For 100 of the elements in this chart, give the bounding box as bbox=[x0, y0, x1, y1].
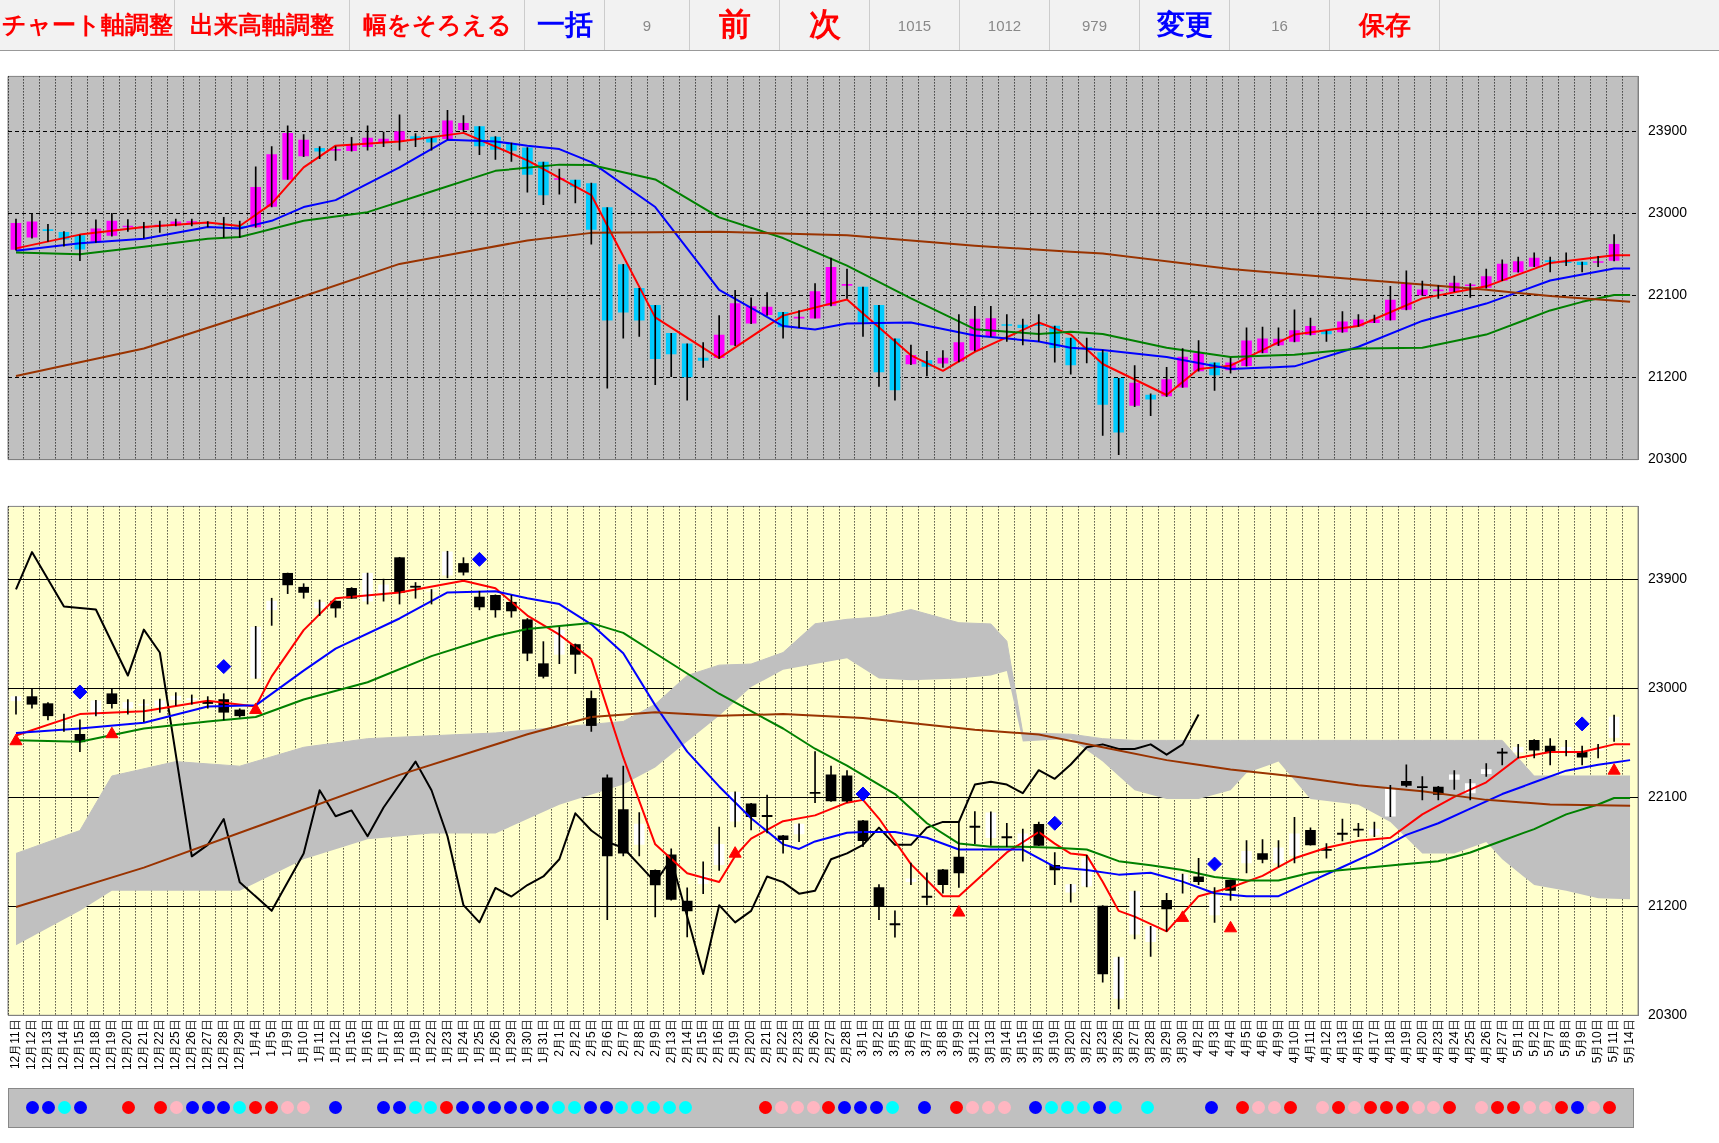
x-tick-label: 1月4日 bbox=[248, 1019, 263, 1057]
x-tick-label: 1月9日 bbox=[279, 1019, 294, 1057]
x-tick-label: 1月31日 bbox=[535, 1019, 550, 1064]
x-tick-label: 3月27日 bbox=[1126, 1019, 1141, 1064]
x-tick-label: 3月1日 bbox=[855, 1019, 870, 1057]
x-tick-label: 4月25日 bbox=[1462, 1019, 1477, 1064]
x-tick-label: 1月26日 bbox=[487, 1019, 502, 1064]
x-tick-label: 4月9日 bbox=[1270, 1019, 1285, 1057]
x-tick-label: 4月24日 bbox=[1446, 1019, 1461, 1064]
x-tick-label: 4月27日 bbox=[1494, 1019, 1509, 1064]
y-tick-label: 20300 bbox=[1648, 1006, 1688, 1023]
x-tick-label: 3月30日 bbox=[1174, 1019, 1189, 1064]
y-tick-label: 23900 bbox=[1648, 569, 1688, 586]
x-tick-label: 4月11日 bbox=[1302, 1019, 1317, 1063]
x-tick-label: 12月20日 bbox=[120, 1019, 135, 1071]
x-tick-label: 3月6日 bbox=[903, 1019, 918, 1057]
y-tick-label: 21200 bbox=[1648, 897, 1688, 914]
text: 前 bbox=[690, 0, 780, 50]
x-tick-label: 3月9日 bbox=[951, 1019, 966, 1057]
x-tick-label: 3月12日 bbox=[967, 1019, 982, 1064]
x-tick-label: 2月8日 bbox=[631, 1019, 646, 1057]
x-tick-label: 1月19日 bbox=[407, 1019, 422, 1064]
x-tick-label: 4月12日 bbox=[1318, 1019, 1333, 1064]
x-tick-label: 5月14日 bbox=[1622, 1019, 1637, 1064]
x-tick-label: 5月1日 bbox=[1510, 1019, 1525, 1057]
text: 979 bbox=[1050, 0, 1140, 50]
text: 幅をそろえる bbox=[350, 0, 525, 50]
x-tick-label: 2月6日 bbox=[599, 1019, 614, 1057]
x-tick-label: 2月15日 bbox=[695, 1019, 710, 1064]
text: 出来高軸調整 bbox=[175, 0, 350, 50]
y-tick-label: 21200 bbox=[1648, 368, 1688, 385]
x-tick-label: 4月19日 bbox=[1398, 1019, 1413, 1064]
x-tick-label: 12月13日 bbox=[40, 1019, 55, 1071]
x-tick-label: 12月14日 bbox=[56, 1019, 71, 1071]
x-tick-label: 5月8日 bbox=[1558, 1019, 1573, 1057]
x-tick-label: 12月21日 bbox=[136, 1019, 151, 1071]
x-tick-label: 1月24日 bbox=[455, 1019, 470, 1064]
text: 変更 bbox=[1140, 0, 1230, 50]
x-tick-label: 3月19日 bbox=[1047, 1019, 1062, 1064]
x-tick-label: 2月26日 bbox=[807, 1019, 822, 1064]
x-tick-label: 12月22日 bbox=[152, 1019, 167, 1071]
x-tick-label: 2月13日 bbox=[663, 1019, 678, 1064]
x-tick-label: 5月10日 bbox=[1590, 1019, 1605, 1064]
y-tick-label: 22100 bbox=[1648, 788, 1688, 805]
x-tick-label: 12月11日 bbox=[8, 1019, 23, 1070]
x-tick-label: 12月29日 bbox=[232, 1019, 247, 1071]
x-tick-label: 3月23日 bbox=[1095, 1019, 1110, 1064]
x-tick-label: 4月4日 bbox=[1222, 1019, 1237, 1057]
x-tick-label: 4月5日 bbox=[1238, 1019, 1253, 1057]
text: 16 bbox=[1230, 0, 1330, 50]
x-tick-label: 4月18日 bbox=[1382, 1019, 1397, 1064]
x-tick-label: 2月5日 bbox=[583, 1019, 598, 1057]
x-tick-label: 3月16日 bbox=[1031, 1019, 1046, 1064]
x-tick-label: 1月17日 bbox=[375, 1019, 390, 1064]
x-tick-label: 3月8日 bbox=[935, 1019, 950, 1057]
x-tick-label: 1月22日 bbox=[423, 1019, 438, 1064]
x-tick-label: 2月21日 bbox=[759, 1019, 774, 1064]
x-tick-label: 2月22日 bbox=[775, 1019, 790, 1064]
x-tick-label: 5月11日 bbox=[1606, 1019, 1621, 1063]
x-tick-label: 5月9日 bbox=[1574, 1019, 1589, 1057]
x-tick-label: 3月7日 bbox=[919, 1019, 934, 1057]
text: 一括 bbox=[525, 0, 605, 50]
x-tick-label: 3月2日 bbox=[871, 1019, 886, 1057]
x-tick-label: 3月26日 bbox=[1111, 1019, 1125, 1064]
x-tick-label: 4月26日 bbox=[1478, 1019, 1493, 1064]
x-tick-label: 1月25日 bbox=[471, 1019, 486, 1064]
x-tick-label: 1月10日 bbox=[295, 1019, 310, 1064]
x-tick-label: 2月2日 bbox=[567, 1019, 582, 1057]
x-tick-label: 1月23日 bbox=[439, 1019, 454, 1064]
x-tick-label: 1月12日 bbox=[327, 1019, 342, 1064]
x-tick-label: 12月26日 bbox=[184, 1019, 199, 1071]
x-tick-label: 2月7日 bbox=[615, 1019, 630, 1057]
text: 次 bbox=[780, 0, 870, 50]
x-tick-label: 4月6日 bbox=[1254, 1019, 1269, 1057]
x-tick-label: 12月12日 bbox=[24, 1019, 39, 1071]
x-tick-label: 12月15日 bbox=[72, 1019, 87, 1071]
x-tick-label: 2月20日 bbox=[743, 1019, 758, 1064]
x-tick-label: 12月27日 bbox=[200, 1019, 215, 1071]
x-tick-label: 1月11日 bbox=[311, 1019, 326, 1063]
x-tick-label: 1月16日 bbox=[359, 1019, 374, 1064]
x-tick-label: 1月15日 bbox=[343, 1019, 358, 1064]
x-tick-label: 4月23日 bbox=[1430, 1019, 1445, 1064]
x-tick-label: 2月19日 bbox=[727, 1019, 742, 1064]
x-tick-label: 3月13日 bbox=[983, 1019, 998, 1064]
x-tick-label: 12月25日 bbox=[168, 1019, 183, 1071]
x-tick-label: 4月2日 bbox=[1190, 1019, 1205, 1057]
text: 保存 bbox=[1330, 0, 1440, 50]
x-tick-label: 2月28日 bbox=[839, 1019, 854, 1064]
x-tick-label: 2月14日 bbox=[679, 1019, 694, 1064]
x-tick-label: 3月14日 bbox=[999, 1019, 1014, 1064]
x-tick-label: 12月18日 bbox=[88, 1019, 103, 1071]
x-tick-label: 3月22日 bbox=[1079, 1019, 1094, 1064]
x-tick-label: 12月28日 bbox=[216, 1019, 231, 1071]
x-tick-label: 2月27日 bbox=[823, 1019, 838, 1064]
text: チャート軸調整 bbox=[0, 0, 175, 50]
x-tick-label: 4月3日 bbox=[1206, 1019, 1221, 1057]
x-tick-label: 1月5日 bbox=[264, 1019, 278, 1057]
x-tick-label: 3月15日 bbox=[1015, 1019, 1030, 1064]
x-tick-label: 1月18日 bbox=[391, 1019, 406, 1064]
x-tick-label: 1月29日 bbox=[503, 1019, 518, 1064]
